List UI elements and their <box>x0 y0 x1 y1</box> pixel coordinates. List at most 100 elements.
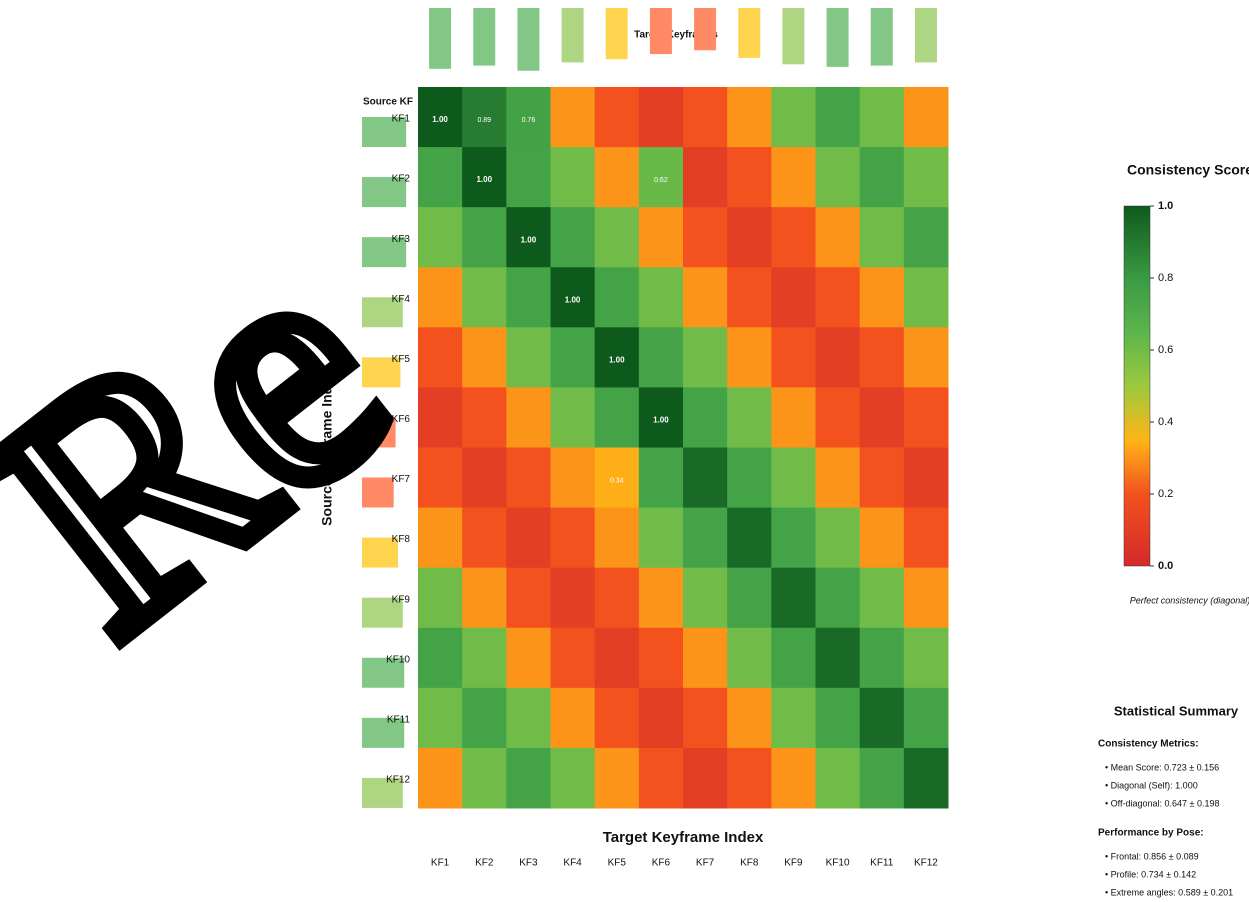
heatmap-cell <box>815 207 861 268</box>
summary-item: • Profile: 0.734 ± 0.142 <box>1105 869 1196 879</box>
cell-label: 1.00 <box>653 416 669 425</box>
heatmap-cell <box>550 447 596 509</box>
heatmap-cell <box>594 327 640 388</box>
heatmap-cell <box>550 567 596 629</box>
cell-label: 0.89 <box>477 117 491 124</box>
x-tick-label: KF11 <box>870 858 894 869</box>
heatmap-cell <box>683 327 728 388</box>
left-bar <box>362 357 401 388</box>
x-tick-label: KF3 <box>519 858 538 869</box>
heatmap-cell <box>462 147 507 208</box>
heatmap-cell <box>903 387 949 448</box>
heatmap-cell <box>594 267 640 328</box>
top-bar <box>561 8 584 63</box>
colorbar-tick-label: 0.6 <box>1158 344 1173 356</box>
heatmap-cell <box>594 687 640 749</box>
heatmap-cell <box>771 687 816 749</box>
colorbar-tick-label: 0.4 <box>1158 416 1173 428</box>
cell-label: 0.76 <box>522 117 536 124</box>
heatmap-cell <box>594 567 640 629</box>
heatmap-cell <box>638 87 684 148</box>
left-bar <box>362 297 403 328</box>
heatmap-cell <box>815 627 861 689</box>
heatmap-cell <box>594 147 640 208</box>
heatmap-cell <box>462 447 507 509</box>
heatmap-cell <box>859 327 905 388</box>
heatmap-cell <box>903 507 949 569</box>
top-bar <box>429 8 452 69</box>
heatmap-cell <box>506 687 551 749</box>
heatmap-cell <box>815 747 861 809</box>
heatmap-cell <box>727 87 772 148</box>
heatmap-cell <box>594 207 640 268</box>
summary-title: Statistical Summary <box>1114 703 1239 718</box>
top-bar <box>517 8 540 71</box>
x-axis-title: Target Keyframe Index <box>603 829 764 846</box>
heatmap-cell <box>550 387 596 448</box>
heatmap-cell <box>815 267 861 328</box>
heatmap-cell <box>418 87 463 148</box>
y-tick-label: KF1 <box>392 114 411 125</box>
heatmap-cell <box>594 447 640 509</box>
heatmap-cell <box>903 447 949 509</box>
heatmap-cell <box>771 507 816 569</box>
heatmap-cell <box>771 387 816 448</box>
heatmap-cell <box>903 687 949 749</box>
heatmap-cell <box>903 327 949 388</box>
top-bar <box>649 8 672 55</box>
colorbar-tick-label: 0.2 <box>1158 488 1173 500</box>
left-bar <box>362 237 407 268</box>
y-tick-label: KF12 <box>386 775 410 786</box>
heatmap-cell <box>683 267 728 328</box>
heatmap-cell <box>727 627 772 689</box>
heatmap-cell <box>727 267 772 328</box>
heatmap-cell <box>550 87 596 148</box>
y-tick-label: KF2 <box>392 174 411 185</box>
summary-item: • Extreme angles: 0.589 ± 0.201 <box>1105 887 1233 897</box>
heatmap-cell <box>859 567 905 629</box>
cell-label: 1.00 <box>476 175 492 184</box>
heatmap-cell <box>771 87 816 148</box>
heatmap-cell <box>815 507 861 569</box>
heatmap-cell <box>859 687 905 749</box>
colorbar-title: Consistency Score <box>1127 162 1249 178</box>
heatmap-cell <box>506 567 551 629</box>
y-tick-label: KF8 <box>392 534 411 545</box>
heatmap-cell <box>771 447 816 509</box>
heatmap-cell <box>903 267 949 328</box>
heatmap-cell <box>550 687 596 749</box>
heatmap-cell <box>506 147 551 208</box>
heatmap-cell <box>550 327 596 388</box>
cell-label: 1.00 <box>432 115 448 124</box>
heatmap-cell <box>859 87 905 148</box>
heatmap-cell <box>771 627 816 689</box>
heatmap-cell <box>506 747 551 809</box>
heatmap-cell <box>594 387 640 448</box>
heatmap-cell <box>550 627 596 689</box>
heatmap-cell <box>550 207 596 268</box>
left-bar <box>362 477 394 508</box>
heatmap-cell <box>418 267 463 328</box>
heatmap-cell <box>815 687 861 749</box>
heatmap-cell <box>727 687 772 749</box>
top-bar <box>782 8 805 65</box>
heatmap-cell <box>462 747 507 809</box>
x-tick-label: KF1 <box>431 858 450 869</box>
heatmap-cell <box>903 147 949 208</box>
heatmap-cell <box>815 567 861 629</box>
heatmap-cell <box>638 447 684 509</box>
heatmap-cell <box>727 507 772 569</box>
y-tick-label: KF9 <box>392 594 411 605</box>
heatmap-cell <box>683 567 728 629</box>
heatmap-cell <box>859 207 905 268</box>
heatmap-cell <box>727 147 772 208</box>
heatmap-cell <box>771 567 816 629</box>
heatmap-cell <box>727 207 772 268</box>
heatmap-cell <box>815 387 861 448</box>
heatmap-cell <box>418 147 463 208</box>
heatmap-cell <box>683 87 728 148</box>
y-axis-title: Source Keyframe Index <box>319 370 335 526</box>
heatmap-cell <box>727 387 772 448</box>
heatmap-cell <box>638 207 684 268</box>
